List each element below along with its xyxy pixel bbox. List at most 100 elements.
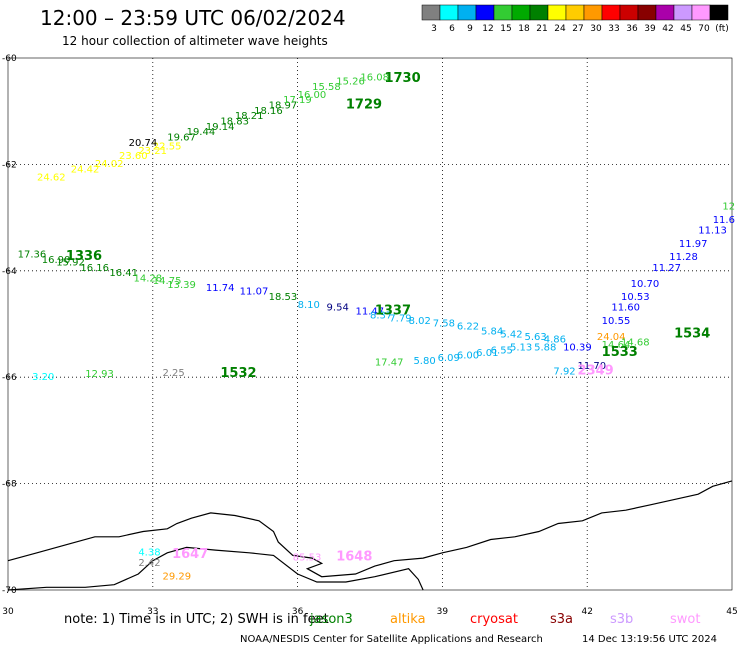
- satellite-legend-item: altika: [390, 612, 426, 627]
- x-tick-label: 36: [292, 607, 304, 617]
- satellite-legend-item: swot: [670, 612, 701, 627]
- wave-height-value: 6.09: [438, 353, 460, 364]
- wave-height-value: 18.97: [269, 101, 298, 112]
- colorbar-label: 21: [536, 24, 547, 34]
- colorbar-swatch: [529, 4, 549, 21]
- wave-height-value: 17.19: [283, 95, 312, 106]
- wave-height-value: 8.37: [370, 311, 392, 322]
- coastline-inner: [7, 546, 424, 591]
- colorbar-label: 42: [662, 24, 673, 34]
- colorbar-swatch: [619, 4, 639, 21]
- wave-height-value: 11.6: [713, 215, 735, 226]
- y-tick-label: -66: [2, 373, 17, 383]
- wave-height-value: 14.64: [602, 340, 631, 351]
- colorbar-label: 12: [482, 24, 493, 34]
- wave-height-value: 10.70: [631, 279, 660, 290]
- colorbar-label: 45: [680, 24, 691, 34]
- colorbar-label: 24: [554, 24, 566, 34]
- wave-height-value: 11.07: [240, 287, 269, 298]
- wave-height-value: 3.20: [32, 372, 54, 383]
- wave-height-value: 10.55: [602, 316, 631, 327]
- colorbar-label: 27: [572, 24, 583, 34]
- wave-height-value: 15.26: [336, 77, 365, 88]
- wave-height-value: 14.68: [621, 337, 650, 348]
- wave-height-value: 85.53: [293, 553, 322, 564]
- page-title: 12:00 – 23:59 UTC 06/02/2024: [40, 6, 346, 30]
- x-tick-label: 30: [2, 607, 14, 617]
- satellite-legend-item: s3a: [550, 612, 574, 627]
- wave-height-value: 18.16: [254, 106, 283, 117]
- wave-height-value: 16.90: [42, 255, 71, 266]
- wave-height-value: 2.42: [138, 558, 160, 569]
- wave-height-value: 14.28: [133, 273, 162, 284]
- wave-height-value: 5.88: [534, 343, 556, 354]
- wave-height-value: 7.92: [553, 367, 575, 378]
- wave-height-value: 6.22: [457, 321, 479, 332]
- wave-height-value: 11.97: [679, 239, 708, 250]
- wave-height-value: 11.27: [652, 263, 681, 274]
- wave-height-value: 22.55: [153, 142, 182, 153]
- wave-height-value: 14.75: [153, 276, 182, 287]
- wave-height-value: 18.83: [220, 117, 249, 128]
- colorbar-swatch: [673, 4, 693, 21]
- colorbar-swatch: [439, 4, 459, 21]
- wave-height-value: 29.29: [162, 571, 191, 582]
- pass-time-label: 1534: [674, 326, 710, 341]
- wave-height-value: 10.39: [563, 343, 592, 354]
- colorbar-swatch: [457, 4, 477, 21]
- coastline-outer: [7, 480, 733, 578]
- pass-time-label: 1532: [220, 366, 256, 381]
- wave-height-value: 11.47: [356, 306, 385, 317]
- wave-height-value: 19.44: [187, 127, 216, 138]
- footer-note: note: 1) Time is in UTC; 2) SWH is in fe…: [64, 612, 329, 627]
- colorbar-swatch: [601, 4, 621, 21]
- wave-height-value: 12: [722, 202, 735, 213]
- colorbar-swatch: [709, 4, 729, 21]
- pass-time-label: 1729: [346, 98, 382, 113]
- wave-height-value: 8.02: [409, 316, 431, 327]
- wave-height-value: 6.55: [491, 345, 513, 356]
- satellite-legend-item: cryosat: [470, 612, 518, 627]
- wave-height-value: 5.80: [413, 356, 435, 367]
- wave-height-value: 11.28: [669, 252, 698, 263]
- page-subtitle: 12 hour collection of altimeter wave hei…: [62, 34, 328, 48]
- colorbar-label: 36: [626, 24, 638, 34]
- x-tick-label: 45: [726, 607, 737, 617]
- credit-text: NOAA/NESDIS Center for Satellite Applica…: [240, 634, 543, 645]
- wave-height-value: 20.74: [129, 138, 158, 149]
- wave-height-value: 16.16: [80, 263, 109, 274]
- x-tick-label: 42: [581, 607, 592, 617]
- wave-height-value: 16.08: [360, 72, 389, 83]
- satellite-legend-item: jason3: [310, 612, 353, 627]
- wave-height-value: 15.58: [312, 82, 341, 93]
- wave-height-value: 2.25: [162, 368, 184, 379]
- wave-height-value: 11.74: [206, 283, 235, 294]
- timestamp-text: 14 Dec 13:19:56 UTC 2024: [582, 634, 717, 645]
- y-tick-label: -70: [2, 586, 17, 596]
- colorbar-swatch: [583, 4, 603, 21]
- wave-height-value: 10.53: [621, 292, 650, 303]
- colorbar-swatch: [475, 4, 495, 21]
- wave-height-value: 7.58: [433, 319, 455, 330]
- pass-time-label: 1337: [375, 303, 411, 318]
- colorbar-label: (ft): [715, 24, 729, 34]
- y-tick-label: -60: [2, 54, 17, 64]
- colorbar-label: 15: [500, 24, 511, 34]
- wave-height-value: 7.79: [389, 313, 411, 324]
- pass-time-label: 2349: [578, 364, 614, 379]
- wave-height-value: 5.42: [500, 329, 522, 340]
- wave-height-value: 13.39: [167, 280, 196, 291]
- pass-time-label: 1647: [172, 547, 208, 562]
- colorbar-swatch: [511, 4, 531, 21]
- wave-height-value: 23.60: [119, 151, 148, 162]
- axis-tick-labels: 30 33 36 39 42 45 -60 -62 -64 -66 -68 -70: [2, 54, 738, 617]
- wave-height-value: 24.62: [37, 172, 66, 183]
- wave-height-value: 23.21: [138, 146, 167, 157]
- colorbar-swatch: [691, 4, 711, 21]
- colorbar-label: 9: [467, 24, 473, 34]
- color-legend-bar: 3 6 9 12 15 18 21 24 27 30 33 36 39 42 45 70 (ft): [421, 4, 729, 34]
- wave-height-value: 18.21: [235, 111, 264, 122]
